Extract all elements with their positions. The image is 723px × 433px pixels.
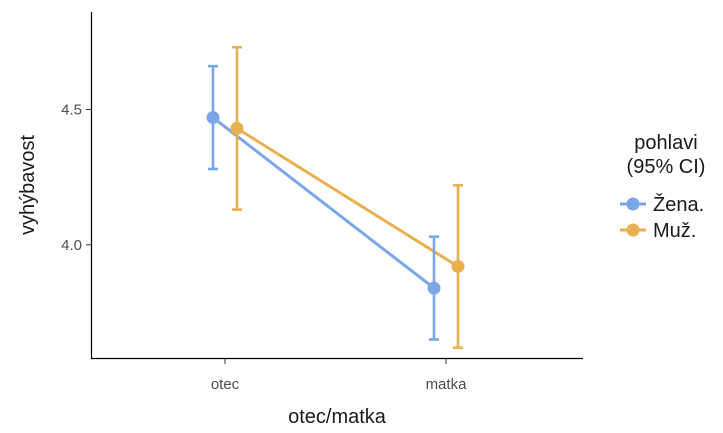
legend-items: Žena. Muž. bbox=[620, 193, 704, 242]
series-error-bars bbox=[208, 45, 463, 349]
x-axis-title: otec/matka bbox=[288, 406, 387, 428]
series-layer bbox=[206, 45, 465, 349]
legend-key-point bbox=[626, 197, 640, 211]
series-line bbox=[236, 127, 459, 268]
legend: pohlavi (95% CI) Žena. Muž. bbox=[620, 132, 705, 242]
series-line bbox=[212, 116, 435, 290]
legend-label: Žena. bbox=[653, 193, 704, 216]
legend-key-point bbox=[626, 223, 640, 237]
data-point bbox=[427, 281, 441, 295]
legend-item: Žena. bbox=[620, 193, 704, 216]
series-lines bbox=[212, 116, 459, 290]
legend-label: Muž. bbox=[653, 220, 696, 242]
legend-title-line2: (95% CI) bbox=[627, 156, 706, 178]
legend-item: Muž. bbox=[620, 220, 696, 242]
y-tick-label: 4.0 bbox=[61, 237, 82, 254]
x-tick-label: otec bbox=[211, 376, 240, 393]
y-tick-label: 4.5 bbox=[61, 101, 82, 118]
series-points bbox=[206, 111, 465, 295]
x-tick-label: matka bbox=[426, 376, 468, 393]
legend-title-line1: pohlavi bbox=[634, 132, 697, 154]
y-axis-title: vyhýbavost bbox=[17, 135, 39, 235]
x-ticks: otec matka bbox=[211, 358, 468, 393]
plot-area: 4.0 4.5 otec matka bbox=[61, 12, 583, 393]
data-point bbox=[451, 259, 465, 273]
y-ticks: 4.0 4.5 bbox=[61, 101, 91, 254]
data-point bbox=[206, 111, 220, 125]
data-point bbox=[230, 121, 244, 135]
